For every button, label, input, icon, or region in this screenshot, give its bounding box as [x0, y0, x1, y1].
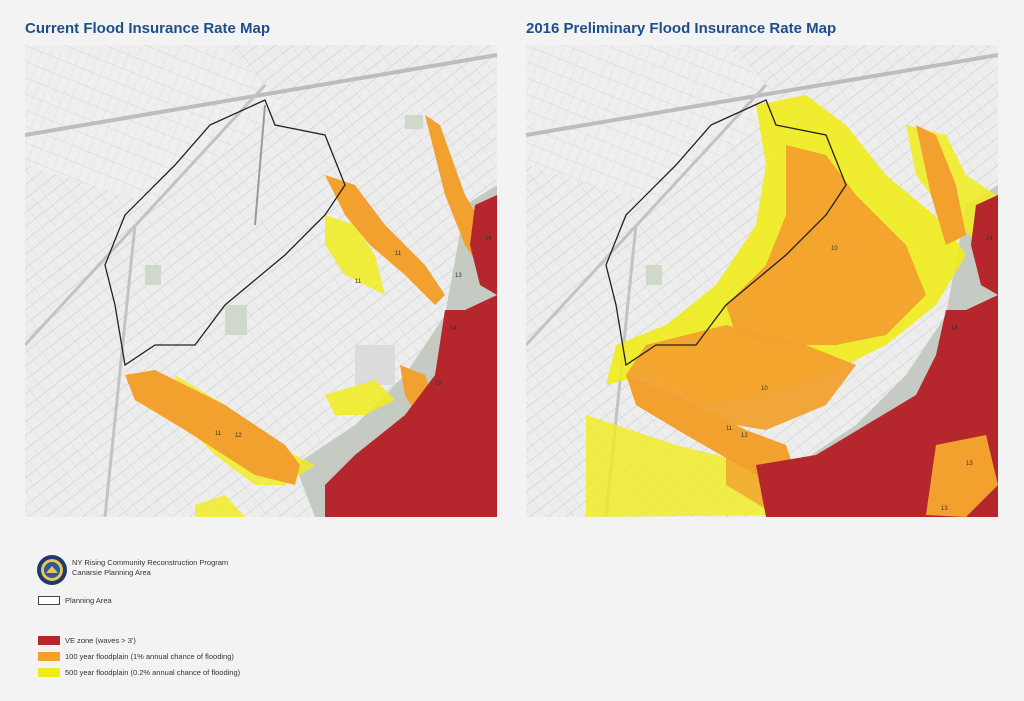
legend-planning-area: Planning Area: [38, 596, 112, 605]
nys-seal-icon: [37, 555, 67, 585]
svg-text:14: 14: [951, 326, 958, 332]
legend-label: VE zone (waves > 3'): [65, 636, 136, 645]
floodplain-100-swatch: [38, 652, 60, 661]
legend-label: Planning Area: [65, 596, 112, 605]
planning-area-name: Canarsie Planning Area: [72, 568, 151, 577]
legend-label: 500 year floodplain (0.2% annual chance …: [65, 668, 241, 677]
svg-text:10: 10: [435, 381, 442, 387]
current-map-title: Current Flood Insurance Rate Map: [25, 20, 271, 37]
legend-100-year: 100 year floodplain (1% annual chance of…: [38, 652, 234, 661]
legend-500-year: 500 year floodplain (0.2% annual chance …: [38, 668, 240, 677]
preliminary-map-title: 2016 Preliminary Flood Insurance Rate Ma…: [526, 20, 837, 37]
svg-text:13: 13: [966, 461, 973, 467]
svg-text:12: 12: [235, 433, 242, 439]
current-flood-map: 11 11 10 14 11 12 14 13: [25, 45, 497, 517]
svg-text:11: 11: [726, 426, 733, 432]
svg-text:14: 14: [986, 236, 993, 242]
legend-ve-zone: VE zone (waves > 3'): [38, 636, 136, 645]
svg-text:10: 10: [831, 246, 838, 252]
svg-text:12: 12: [741, 433, 748, 439]
svg-text:13: 13: [941, 506, 948, 512]
svg-text:10: 10: [761, 386, 768, 392]
svg-text:13: 13: [455, 273, 462, 279]
planning-area-swatch: [38, 596, 60, 605]
legend-label: 100 year floodplain (1% annual chance of…: [65, 652, 234, 661]
program-name: NY Rising Community Reconstruction Progr…: [72, 558, 229, 567]
svg-text:11: 11: [355, 279, 362, 285]
svg-text:14: 14: [450, 326, 457, 332]
ve-zone-swatch: [38, 636, 60, 645]
preliminary-flood-map: 10 10 11 12 14 14 13 13: [526, 45, 998, 517]
svg-text:14: 14: [485, 236, 492, 242]
svg-text:11: 11: [215, 431, 222, 437]
svg-text:11: 11: [395, 251, 402, 257]
floodplain-500-swatch: [38, 668, 60, 677]
